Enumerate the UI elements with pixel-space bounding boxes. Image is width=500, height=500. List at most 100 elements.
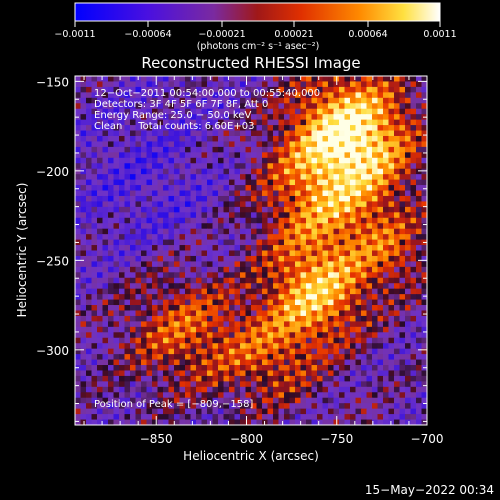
heatmap-cell <box>256 332 263 339</box>
heatmap-cell <box>317 223 324 230</box>
heatmap-cell <box>86 135 93 143</box>
heatmap-cell <box>350 365 357 372</box>
heatmap-cell <box>366 266 373 273</box>
heatmap-cell <box>240 201 247 208</box>
heatmap-cell <box>410 419 417 425</box>
heatmap-cell <box>119 381 126 388</box>
heatmap-cell <box>311 174 318 181</box>
heatmap-cell <box>355 103 362 110</box>
heatmap-cell <box>267 381 274 388</box>
heatmap-cell <box>141 217 148 224</box>
heatmap-cell <box>377 119 384 126</box>
heatmap-cell <box>207 157 214 164</box>
heatmap-cell <box>185 245 192 252</box>
heatmap-cell <box>311 375 318 382</box>
heatmap-cell <box>295 403 302 410</box>
heatmap-cell <box>157 212 164 219</box>
heatmap-cell <box>135 359 142 366</box>
heatmap-cell <box>124 375 131 382</box>
heatmap-cell <box>168 245 175 252</box>
heatmap-cell <box>350 359 357 366</box>
heatmap-cell <box>163 114 170 121</box>
heatmap-cell <box>91 321 98 328</box>
heatmap-cell <box>223 381 230 388</box>
heatmap-cell <box>179 135 186 143</box>
heatmap-cell <box>311 315 318 322</box>
heatmap-cell <box>262 403 269 410</box>
heatmap-cell <box>366 195 373 203</box>
heatmap-cell <box>102 103 109 110</box>
heatmap-cell <box>102 185 109 192</box>
heatmap-cell <box>383 315 390 322</box>
heatmap-cell <box>289 250 296 257</box>
heatmap-cell <box>163 272 170 279</box>
heatmap-cell <box>119 152 126 159</box>
heatmap-cell <box>135 310 142 317</box>
heatmap-cell <box>141 255 148 262</box>
heatmap-cell <box>141 114 148 121</box>
heatmap-cell <box>113 228 120 235</box>
heatmap-cell <box>185 179 192 186</box>
heatmap-cell <box>377 337 384 344</box>
heatmap-cell <box>344 97 351 104</box>
heatmap-cell <box>190 114 197 121</box>
heatmap-cell <box>168 152 175 159</box>
heatmap-cell <box>91 375 98 382</box>
heatmap-cell <box>339 206 346 213</box>
heatmap-cell <box>91 81 98 88</box>
heatmap-cell <box>295 157 302 164</box>
heatmap-cell <box>135 299 142 306</box>
heatmap-cell <box>328 97 335 104</box>
heatmap-cell <box>339 239 346 246</box>
heatmap-cell <box>190 277 197 284</box>
heatmap-cell <box>97 359 104 366</box>
heatmap-cell <box>124 81 131 88</box>
heatmap-cell <box>86 294 93 301</box>
heatmap-cell <box>355 234 362 241</box>
heatmap-cell <box>377 179 384 186</box>
heatmap-cell <box>284 283 291 290</box>
heatmap-cell <box>355 255 362 262</box>
heatmap-cell <box>207 179 214 186</box>
heatmap-cell <box>234 92 241 99</box>
heatmap-cell <box>179 125 186 132</box>
heatmap-cell <box>91 206 98 213</box>
heatmap-cell <box>75 337 82 344</box>
heatmap-cell <box>240 195 247 203</box>
heatmap-cell <box>75 212 82 219</box>
heatmap-cell <box>185 81 192 88</box>
heatmap-cell <box>190 76 197 83</box>
heatmap-cell <box>289 163 296 170</box>
heatmap-cell <box>196 108 203 115</box>
heatmap-cell <box>207 92 214 99</box>
heatmap-cell <box>278 354 285 361</box>
heatmap-cell <box>267 174 274 181</box>
heatmap-cell <box>179 97 186 104</box>
heatmap-cell <box>405 414 412 421</box>
heatmap-cell <box>278 348 285 355</box>
heatmap-cell <box>372 381 379 388</box>
heatmap-cell <box>207 408 214 415</box>
heatmap-cell <box>295 337 302 344</box>
heatmap-cell <box>207 321 214 328</box>
heatmap-cell <box>284 97 291 104</box>
heatmap-cell <box>152 125 159 132</box>
heatmap-cell <box>141 365 148 372</box>
heatmap-cell <box>179 114 186 121</box>
heatmap-cell <box>394 141 401 148</box>
heatmap-cell <box>328 370 335 377</box>
heatmap-cell <box>410 294 417 301</box>
heatmap-cell <box>113 310 120 317</box>
heatmap-cell <box>168 206 175 213</box>
heatmap-cell <box>421 310 427 317</box>
heatmap-cell <box>333 321 340 328</box>
heatmap-cell <box>311 266 318 273</box>
heatmap-cell <box>355 228 362 235</box>
heatmap-cell <box>256 157 263 164</box>
heatmap-cell <box>229 343 236 350</box>
heatmap-cell <box>102 81 109 88</box>
heatmap-cell <box>355 305 362 312</box>
heatmap-cell <box>223 408 230 415</box>
heatmap-cell <box>113 255 120 262</box>
heatmap-cell <box>251 168 258 175</box>
